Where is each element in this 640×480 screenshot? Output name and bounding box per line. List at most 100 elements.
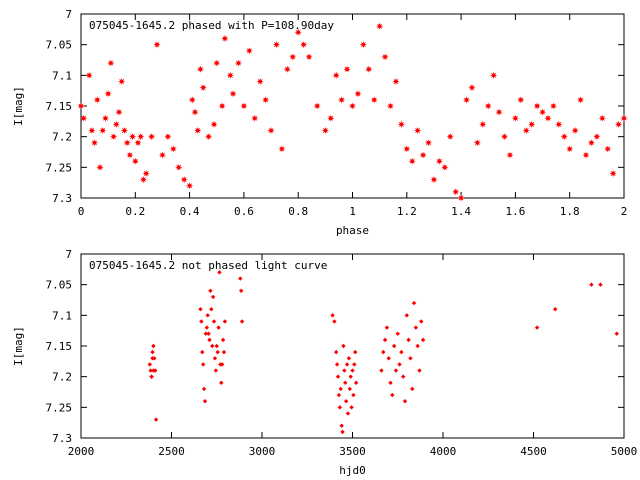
data-point — [399, 349, 404, 355]
data-point — [151, 368, 156, 373]
data-point — [327, 114, 335, 122]
data-point — [213, 368, 219, 373]
data-point — [239, 319, 245, 324]
data-point — [139, 176, 148, 184]
data-point — [415, 343, 420, 349]
data-point — [272, 41, 281, 49]
data-point — [180, 176, 188, 184]
data-point — [169, 145, 177, 153]
data-point — [414, 126, 422, 135]
data-point — [549, 102, 558, 110]
data-point — [229, 90, 237, 98]
data-point — [348, 102, 357, 110]
data-point — [339, 423, 344, 428]
data-point — [352, 362, 357, 367]
data-point — [430, 176, 438, 184]
data-point — [370, 96, 378, 104]
data-point — [553, 307, 558, 312]
data-point — [205, 133, 213, 141]
data-point — [175, 163, 183, 171]
data-point — [210, 120, 218, 128]
data-point — [336, 392, 342, 398]
data-point — [213, 59, 221, 67]
chart-title: 075045-1645.2 phased with P=108.90day — [89, 19, 334, 32]
data-point — [391, 343, 397, 349]
data-point — [353, 380, 359, 385]
data-point — [226, 71, 234, 79]
data-point — [278, 145, 286, 153]
data-point — [332, 71, 340, 79]
data-point — [289, 53, 297, 61]
data-point — [200, 349, 205, 355]
x-axis-label: hjd0 — [339, 464, 366, 477]
data-point — [209, 307, 214, 312]
data-point — [238, 288, 244, 293]
y-tick-label: 7.2 — [52, 371, 72, 384]
data-point — [240, 102, 248, 110]
data-point — [382, 337, 388, 343]
data-point — [406, 337, 411, 343]
data-point — [234, 59, 243, 67]
data-point — [128, 133, 137, 141]
data-point — [353, 349, 358, 355]
data-point — [221, 349, 227, 355]
y-tick-label: 7.15 — [46, 100, 73, 113]
data-point — [506, 151, 514, 159]
x-tick-label: 0 — [78, 205, 85, 218]
data-point — [598, 282, 603, 287]
data-point — [104, 90, 112, 98]
x-tick-label: 4000 — [430, 445, 457, 458]
data-point — [196, 65, 205, 73]
data-point — [500, 133, 509, 141]
data-point — [446, 133, 454, 141]
data-point — [215, 349, 220, 355]
x-tick-label: 1 — [349, 205, 356, 218]
data-point — [347, 386, 352, 392]
data-point — [149, 374, 154, 379]
data-point — [142, 169, 150, 178]
data-point — [219, 380, 224, 385]
x-tick-label: 3500 — [339, 445, 366, 458]
data-point — [330, 313, 335, 318]
data-point — [198, 307, 203, 312]
data-point — [604, 145, 612, 153]
data-point — [345, 411, 351, 416]
data-point — [379, 368, 384, 373]
data-point — [571, 126, 579, 135]
data-point — [210, 343, 215, 349]
x-tick-label: 0.4 — [180, 205, 200, 218]
data-point — [85, 71, 93, 79]
data-point — [321, 126, 329, 135]
data-point — [479, 120, 487, 128]
data-point — [90, 139, 99, 147]
data-point — [349, 405, 354, 410]
data-point — [137, 133, 145, 141]
data-point — [511, 114, 519, 122]
data-point — [419, 151, 427, 159]
data-point — [614, 331, 619, 336]
data-point — [410, 386, 415, 392]
data-point — [283, 65, 291, 73]
x-tick-label: 0.6 — [234, 205, 254, 218]
data-point — [386, 102, 395, 110]
data-point — [534, 325, 540, 330]
data-point — [390, 392, 395, 398]
data-point — [343, 399, 349, 404]
data-point — [334, 362, 340, 367]
data-point — [350, 368, 355, 373]
data-point — [388, 380, 393, 385]
data-point — [148, 368, 153, 373]
data-point — [517, 96, 525, 104]
x-tick-label: 0.8 — [288, 205, 308, 218]
data-point — [217, 270, 222, 275]
data-point — [609, 169, 617, 178]
data-point — [403, 145, 411, 153]
data-point — [402, 399, 408, 404]
data-point — [126, 151, 134, 159]
data-point — [452, 188, 460, 196]
data-point — [351, 392, 356, 398]
data-point — [201, 386, 207, 392]
data-point — [392, 77, 400, 86]
data-point — [419, 319, 424, 324]
